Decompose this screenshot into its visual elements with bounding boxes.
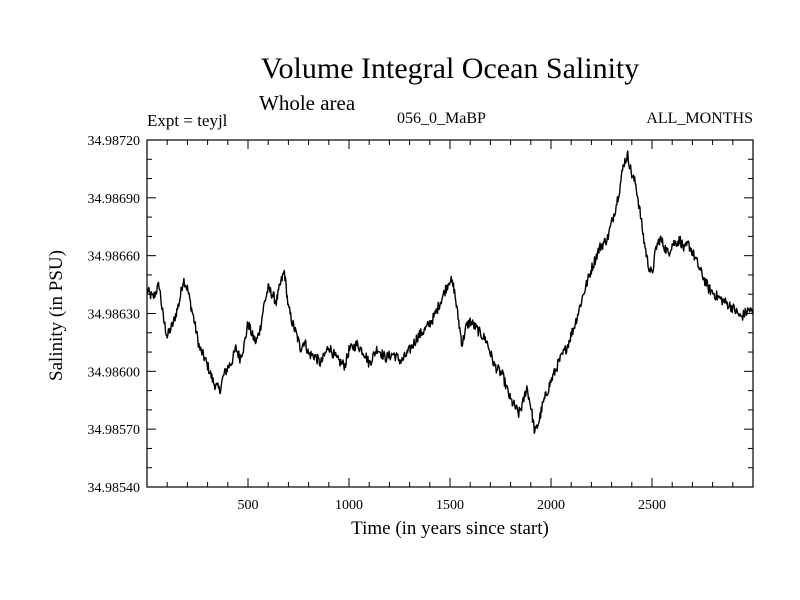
y-tick-label: 34.98690	[88, 192, 141, 207]
x-tick-label: 1500	[436, 498, 464, 513]
y-tick-label: 34.98540	[88, 481, 141, 496]
y-axis-label: Salinity (in PSU)	[46, 250, 67, 381]
plot-frame	[146, 139, 754, 488]
experiment-label: Expt = teyjl	[147, 111, 228, 130]
x-tick-label: 1000	[335, 498, 363, 513]
x-axis-label: Time (in years since start)	[351, 518, 549, 539]
period-label: 056_0_MaBP	[397, 110, 486, 127]
y-tick-label: 34.98660	[88, 250, 141, 265]
chart-title: Volume Integral Ocean Salinity	[260, 52, 640, 85]
series-line-salinity	[146, 150, 754, 434]
x-tick-label: 2500	[638, 498, 666, 513]
y-tick-label: 34.98570	[88, 423, 141, 438]
x-tick-label: 2000	[537, 498, 565, 513]
x-tick-label: 500	[238, 498, 259, 513]
y-tick-label: 34.98600	[88, 365, 141, 380]
y-tick-label: 34.98630	[88, 308, 141, 323]
months-label: ALL_MONTHS	[646, 110, 753, 127]
chart-subtitle: Whole area	[259, 91, 356, 115]
y-tick-label: 34.98720	[88, 134, 141, 149]
